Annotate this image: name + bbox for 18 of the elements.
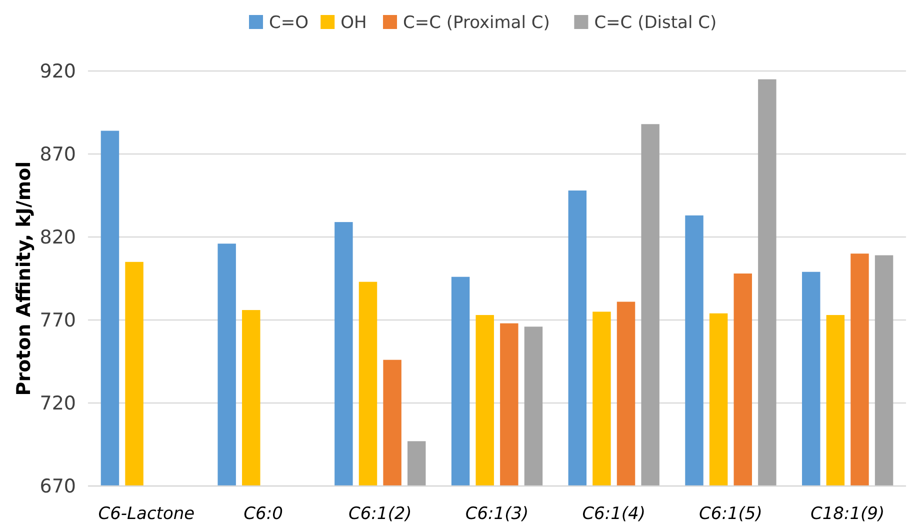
y-tick-label: 920 (40, 60, 76, 83)
y-axis-title: Proton Affinity, kJ/mol (13, 161, 35, 396)
y-tick-label: 870 (40, 144, 76, 166)
y-tick-label: 720 (40, 392, 76, 415)
legend-label: C=C (Proximal C) (403, 12, 550, 33)
x-tick-label: C6:1(4) (582, 504, 646, 524)
y-tick-label: 770 (40, 310, 76, 332)
x-tick-label: C18:1(9) (810, 504, 885, 524)
x-tick-label: C6:1(5) (699, 504, 762, 524)
legend-label: OH (340, 12, 367, 33)
x-tick-label: C6:1(3) (465, 504, 529, 524)
legend-label: C=C (Distal C) (594, 12, 717, 33)
x-tick-label: C6:1(2) (348, 504, 412, 524)
y-tick-label: 820 (40, 226, 76, 249)
legend-label: C=O (269, 12, 308, 33)
x-tick-label: C6-Lactone (98, 504, 195, 524)
y-tick-label: 670 (40, 476, 76, 498)
x-tick-label: C6:0 (244, 504, 283, 524)
